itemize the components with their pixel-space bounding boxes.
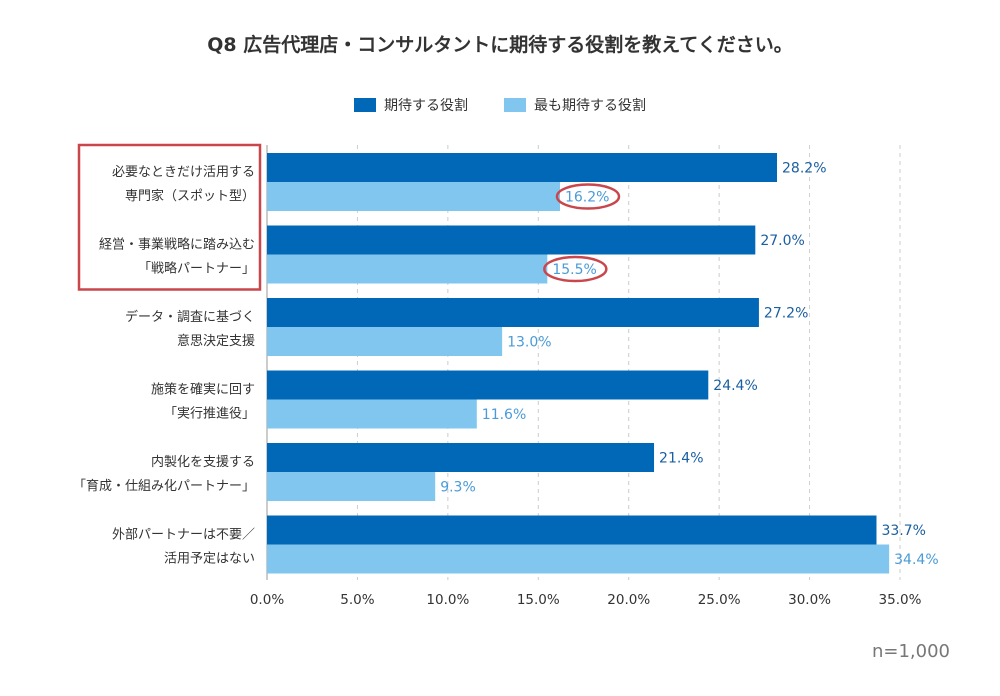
category-label: 施策を確実に回す	[151, 382, 255, 398]
bar-expected	[267, 443, 655, 472]
bar-expected	[267, 515, 877, 545]
value-label-most-expected: 15.5%	[552, 262, 596, 278]
category-label: 「戦略パートナー」	[138, 261, 255, 277]
x-tick-label: 10.0%	[426, 592, 469, 608]
x-tick-label: 25.0%	[698, 592, 741, 608]
category-label: 「育成・仕組み化パートナー」	[73, 478, 255, 494]
x-tick-label: 30.0%	[788, 592, 831, 608]
value-label-expected: 21.4%	[659, 451, 703, 467]
category-label: 経営・事業戦略に踏み込む	[99, 237, 255, 253]
value-label-most-expected: 13.0%	[507, 335, 551, 351]
category-label: 内製化を支援する	[151, 454, 255, 470]
legend-item-most-expected: 最も期待する役割	[504, 95, 646, 115]
value-label-expected: 27.2%	[764, 306, 808, 322]
value-label-expected: 27.0%	[760, 233, 804, 249]
legend-label-expected: 期待する役割	[384, 98, 468, 114]
x-tick-label: 0.0%	[250, 592, 284, 608]
chart-title: Q8 広告代理店・コンサルタントに期待する役割を教えてください。	[207, 34, 793, 56]
x-tick-label: 15.0%	[517, 592, 560, 608]
x-tick-label: 20.0%	[607, 592, 650, 608]
category-label: 専門家（スポット型）	[125, 188, 255, 204]
category-label: 活用予定はない	[164, 552, 255, 567]
bar-most-expected	[267, 472, 436, 501]
bar-expected	[267, 153, 778, 182]
bar-expected	[267, 298, 759, 327]
legend: 期待する役割 最も期待する役割	[0, 95, 1000, 115]
category-label: 「実行推進役」	[164, 406, 255, 422]
bar-expected	[267, 225, 756, 255]
bar-most-expected	[267, 182, 560, 211]
value-label-most-expected: 16.2%	[565, 190, 609, 206]
legend-swatch-most-expected	[504, 98, 526, 112]
value-label-most-expected: 34.4%	[894, 552, 938, 568]
category-label: データ・調査に基づく	[125, 309, 255, 325]
highlight-circle	[555, 183, 621, 210]
category-label: 外部パートナーは不要／	[112, 528, 255, 543]
legend-label-most-expected: 最も期待する役割	[534, 98, 646, 114]
x-tick-label: 35.0%	[879, 592, 922, 608]
bar-most-expected	[267, 327, 503, 356]
highlight-circle	[543, 255, 608, 283]
category-label: 意思決定支援	[177, 333, 255, 349]
highlight-box	[77, 143, 262, 291]
sample-size-note: n=1,000	[871, 641, 950, 662]
value-label-most-expected: 9.3%	[440, 480, 476, 496]
x-tick-label: 5.0%	[340, 592, 374, 608]
legend-item-expected: 期待する役割	[354, 95, 468, 115]
value-label-expected: 33.7%	[881, 523, 925, 539]
bar-most-expected	[267, 544, 890, 574]
legend-swatch-expected	[354, 98, 376, 112]
bar-expected	[267, 370, 709, 400]
value-label-expected: 28.2%	[782, 161, 826, 177]
bar-most-expected	[267, 399, 477, 429]
value-label-most-expected: 11.6%	[482, 407, 526, 423]
value-label-expected: 24.4%	[713, 378, 757, 394]
bar-most-expected	[267, 254, 548, 284]
category-label: 必要なときだけ活用する	[112, 165, 255, 180]
